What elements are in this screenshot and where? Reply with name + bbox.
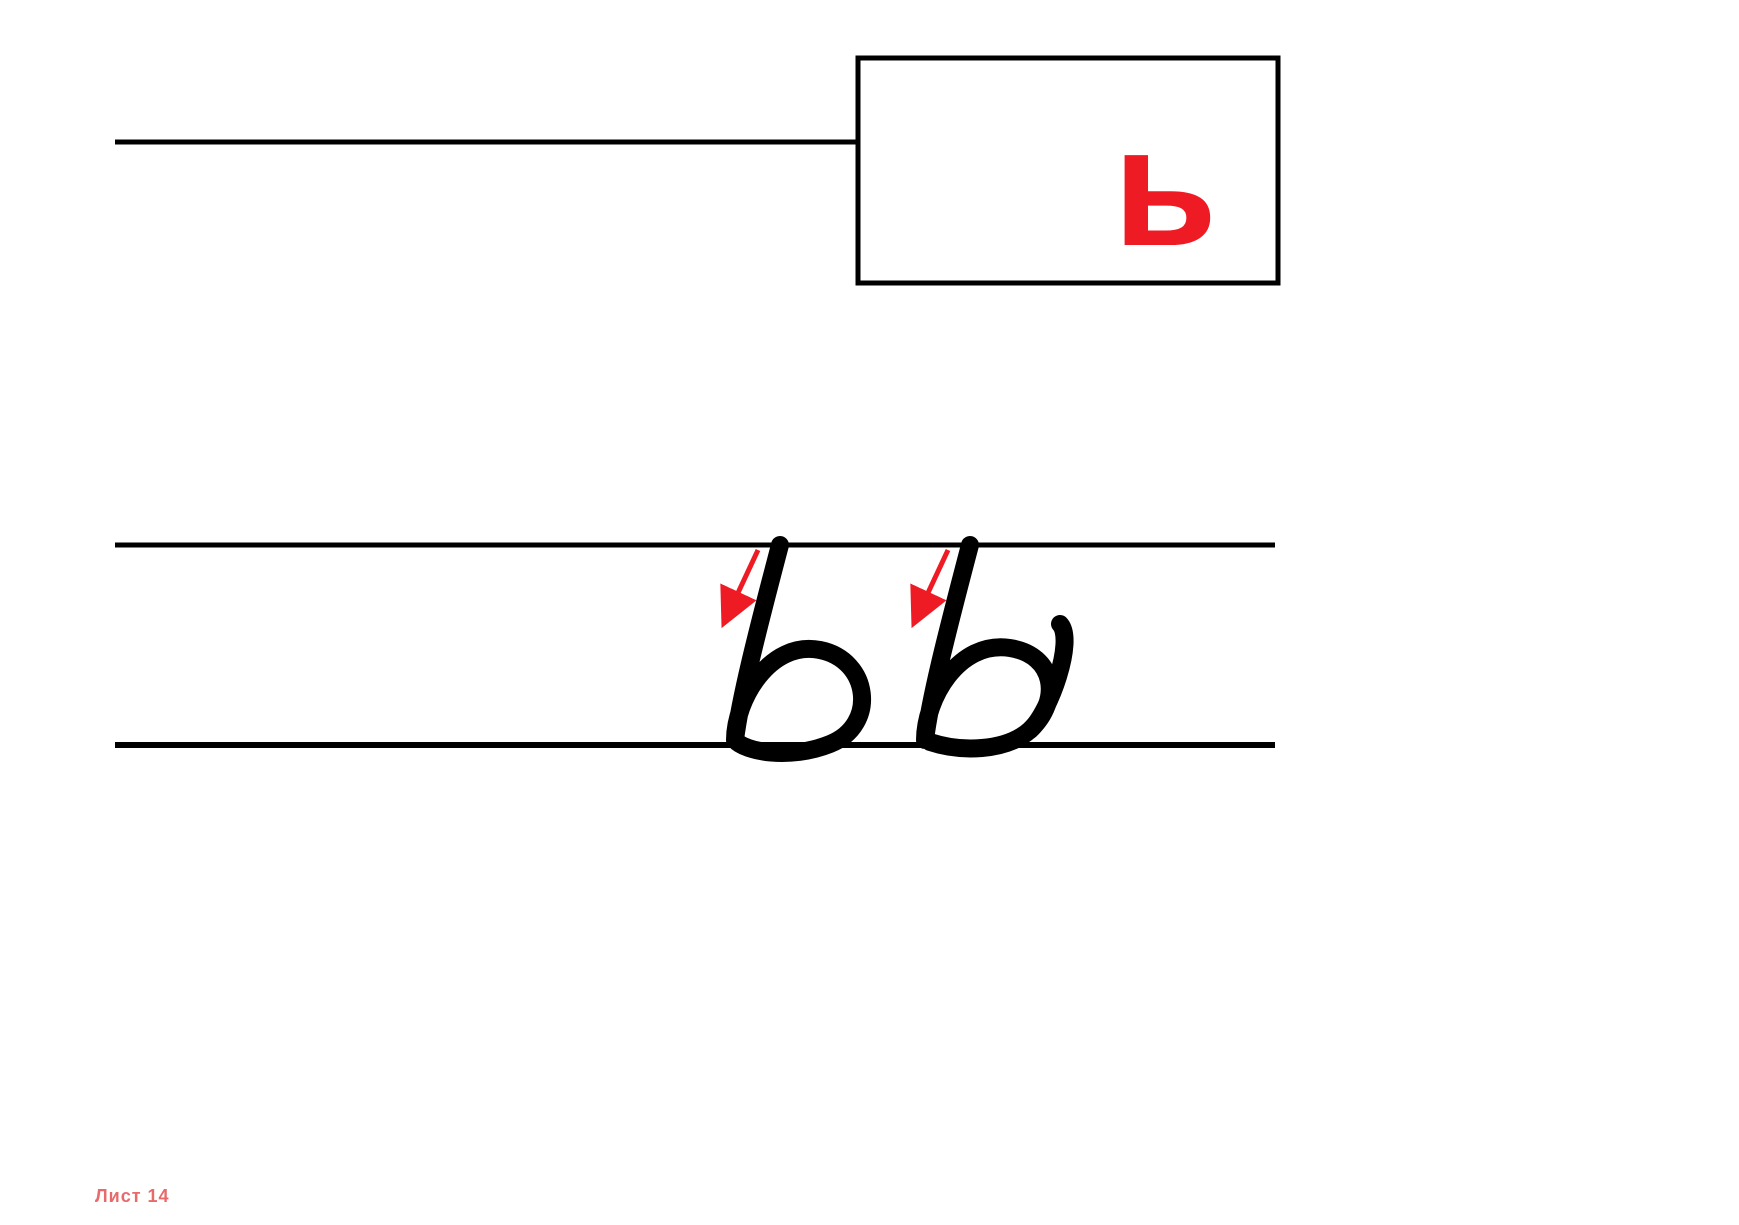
worksheet-svg: ь: [0, 0, 1739, 1225]
page-footer: Лист 14: [95, 1186, 170, 1207]
stroke-arrow-2: [920, 550, 948, 610]
worksheet-page: ь Лист 14: [0, 0, 1739, 1225]
printed-letter: ь: [1113, 92, 1218, 282]
cursive-letter-1: [735, 545, 862, 753]
footer-number: 14: [148, 1186, 170, 1206]
stroke-arrow-1: [730, 550, 758, 610]
footer-word: Лист: [95, 1186, 142, 1206]
